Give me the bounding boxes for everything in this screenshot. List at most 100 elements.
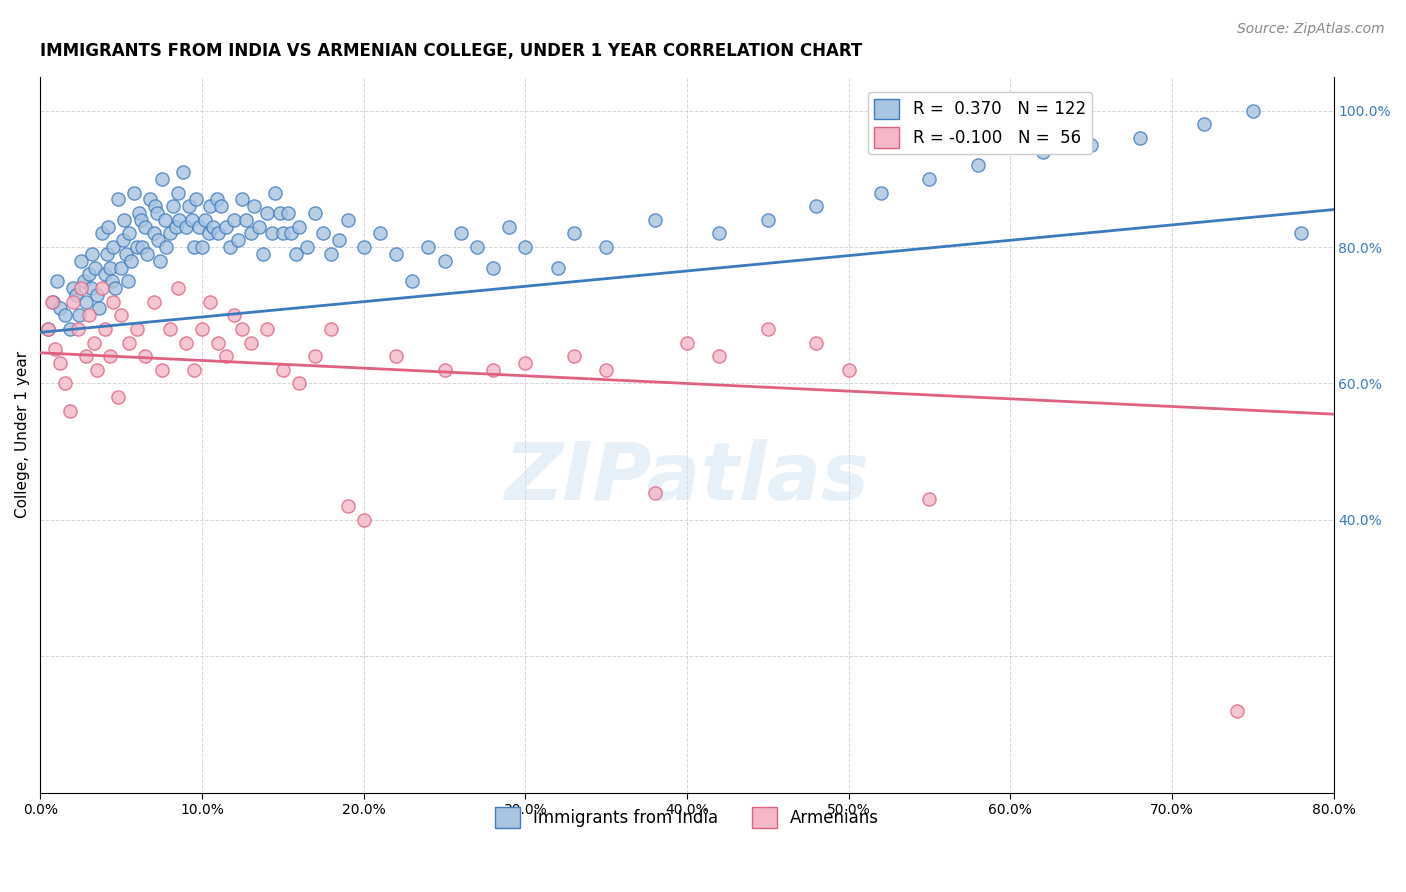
Point [838,363,860,377]
Point [385,247,408,261]
Point [146,206,169,220]
Point [159,227,181,241]
Point [353,513,375,527]
Point [148,233,170,247]
Point [49,356,72,370]
Point [166,281,188,295]
Point [709,227,731,241]
Point [756,212,779,227]
Point [336,500,359,514]
Point [1032,145,1054,159]
Point [295,240,318,254]
Point [218,240,240,254]
Point [181,212,204,227]
Point [1080,137,1102,152]
Point [215,349,238,363]
Point [120,253,142,268]
Point [77,308,100,322]
Point [247,219,270,234]
Point [62,294,84,309]
Point [96,247,118,261]
Point [62,281,84,295]
Point [304,349,326,363]
Point [75,349,97,363]
Point [465,240,488,254]
Point [143,199,166,213]
Point [73,274,96,288]
Point [134,349,156,363]
Point [58,322,80,336]
Point [187,219,209,234]
Point [127,240,149,254]
Point [94,268,117,282]
Point [183,240,205,254]
Point [1128,131,1150,145]
Point [58,403,80,417]
Point [918,492,941,507]
Point [100,274,122,288]
Point [191,322,214,336]
Text: ZIPatlas: ZIPatlas [505,439,869,516]
Point [86,363,108,377]
Point [207,335,229,350]
Point [114,212,136,227]
Point [37,322,59,336]
Point [69,253,91,268]
Point [127,322,149,336]
Point [98,349,121,363]
Point [321,247,343,261]
Point [870,186,893,200]
Point [67,308,90,322]
Point [129,212,152,227]
Point [202,219,225,234]
Point [104,281,127,295]
Point [150,172,173,186]
Point [215,219,238,234]
Point [77,268,100,282]
Point [131,240,153,254]
Point [44,343,66,357]
Point [53,308,76,322]
Point [136,247,159,261]
Point [94,322,117,336]
Point [256,206,278,220]
Point [562,349,585,363]
Point [174,219,197,234]
Point [117,274,139,288]
Point [709,349,731,363]
Point [179,199,201,213]
Point [207,227,229,241]
Point [153,212,176,227]
Point [498,219,520,234]
Point [98,260,121,275]
Point [84,260,107,275]
Point [134,219,156,234]
Point [86,288,108,302]
Point [142,227,165,241]
Point [967,158,990,172]
Point [118,335,141,350]
Point [101,240,124,254]
Point [1192,117,1215,131]
Point [353,240,375,254]
Point [53,376,76,391]
Point [263,186,285,200]
Point [155,240,177,254]
Text: IMMIGRANTS FROM INDIA VS ARMENIAN COLLEGE, UNDER 1 YEAR CORRELATION CHART: IMMIGRANTS FROM INDIA VS ARMENIAN COLLEG… [41,42,863,60]
Point [198,199,221,213]
Point [242,199,264,213]
Point [224,308,246,322]
Point [101,294,124,309]
Point [41,294,63,309]
Point [110,308,132,322]
Point [260,227,283,241]
Point [197,227,219,241]
Point [194,212,217,227]
Point [562,227,585,241]
Point [304,206,326,220]
Point [312,227,335,241]
Point [756,322,779,336]
Point [418,240,440,254]
Point [82,247,104,261]
Point [271,227,294,241]
